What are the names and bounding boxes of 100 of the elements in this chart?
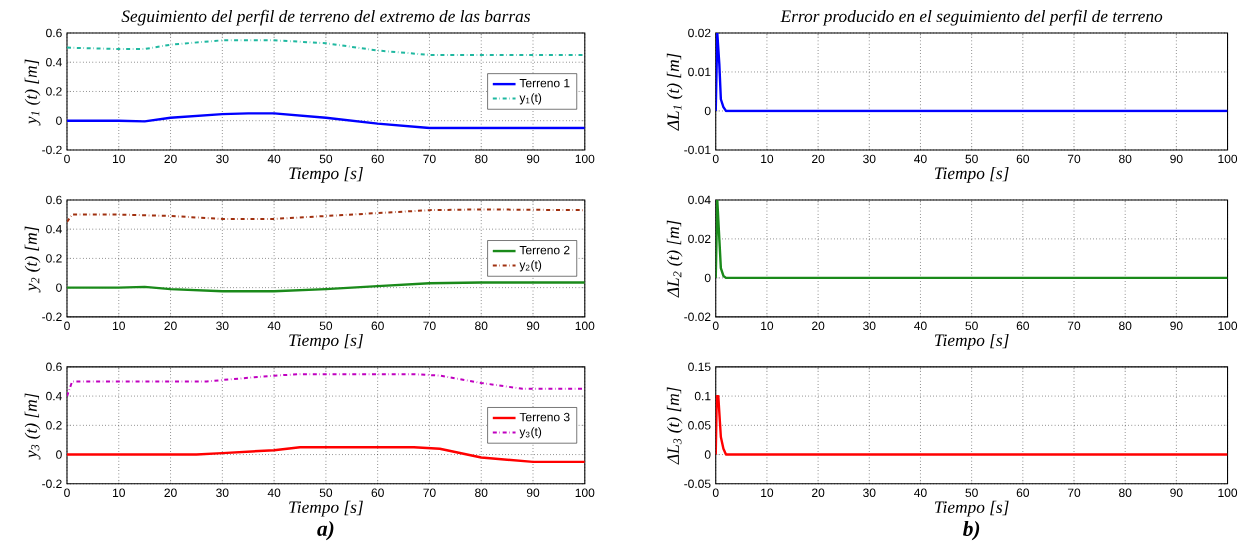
x-tick-label: 70 (1067, 488, 1081, 498)
x-tick-label: 0 (712, 154, 719, 164)
x-tick-label: 40 (267, 154, 281, 164)
x-tick-label: 90 (1170, 488, 1183, 498)
x-axis-title: Tiempo [s] (934, 334, 1009, 350)
y-tick-label: 0.6 (46, 28, 62, 38)
x-tick-label: 90 (1170, 321, 1183, 331)
x-tick-label: 0 (64, 488, 70, 498)
x-tick-label: 30 (216, 488, 229, 498)
x-tick-label: 50 (319, 321, 333, 331)
x-tick-label: 70 (1067, 321, 1081, 331)
x-tick-label: 90 (1170, 154, 1183, 164)
x-tick-label: 40 (914, 154, 927, 164)
line-series (715, 33, 1228, 113)
line-series (66, 446, 585, 464)
y-tick-label: 0.01 (688, 67, 711, 77)
x-tick-label: 100 (1218, 488, 1238, 498)
x-tick-label: 80 (1119, 488, 1132, 498)
x-tick-label: 20 (164, 154, 177, 164)
x-tick-label: 10 (113, 154, 125, 164)
x-tick-label: 10 (761, 154, 774, 164)
x-tick-label: 60 (1016, 321, 1030, 331)
x-tick-label: 60 (371, 154, 384, 164)
line-series (715, 395, 1228, 456)
x-tick-label: 80 (475, 488, 488, 498)
x-tick-label: 20 (164, 488, 177, 498)
x-tick-label: 40 (267, 321, 281, 331)
line-series (66, 281, 585, 293)
x-tick-label: 70 (423, 154, 436, 164)
x-tick-label: 90 (526, 321, 540, 331)
y-tick-label: 0 (704, 450, 711, 459)
x-tick-label: 30 (863, 321, 876, 331)
x-tick-label: 100 (1218, 154, 1238, 164)
y-tick-label: 0 (56, 116, 62, 126)
x-tick-label: 90 (526, 154, 540, 164)
x-tick-label: 60 (371, 321, 384, 331)
y-tick-label: -0.2 (42, 312, 62, 322)
y-tick-label: -0.01 (684, 145, 711, 155)
x-tick-label: 80 (1119, 321, 1132, 331)
x-tick-label: 60 (1016, 488, 1030, 498)
y-tick-label: 0.15 (688, 362, 711, 372)
y-tick-label: 0.04 (688, 195, 711, 205)
y-axis-title: y$_{2}$ (t) [m] (24, 226, 41, 293)
x-axis-title: Tiempo [s] (934, 167, 1009, 183)
x-tick-label: 0 (712, 488, 719, 498)
line-series (66, 208, 585, 223)
y-tick-label: 0.2 (46, 87, 62, 96)
x-tick-label: 70 (423, 321, 436, 331)
y-axis-title: ΔL$_{1}$ (t) [m] (666, 53, 683, 131)
x-tick-label: 30 (863, 154, 876, 164)
chart-title: Seguimiento del perfil de terreno del extremo de las barras (121, 9, 530, 26)
x-tick-label: 80 (475, 154, 488, 164)
y-axis-title: y$_{1}$ (t) [m] (24, 59, 41, 126)
x-tick-label: 10 (761, 321, 774, 331)
x-tick-label: 60 (371, 488, 384, 498)
x-tick-label: 0 (64, 154, 70, 164)
x-tick-label: 20 (812, 321, 825, 331)
x-tick-label: 30 (863, 488, 876, 498)
legend-label: Terreno 3 (519, 412, 570, 422)
y-tick-label: -0.05 (684, 479, 711, 489)
y-axis-title: ΔL$_{3}$ (t) [m] (666, 387, 683, 465)
x-tick-label: 40 (914, 488, 927, 498)
x-tick-label: 100 (575, 154, 595, 164)
y-tick-label: 0.6 (46, 195, 62, 205)
x-tick-label: 40 (914, 321, 927, 331)
y-tick-label: 0.2 (46, 254, 62, 263)
x-tick-label: 100 (575, 321, 595, 331)
x-tick-label: 80 (1119, 154, 1132, 164)
y-tick-label: 0.05 (688, 421, 711, 430)
x-tick-label: 50 (965, 154, 978, 164)
legend-label: y$_{2}$(t) (519, 260, 542, 272)
line-series (66, 373, 585, 398)
text: a) (317, 521, 334, 541)
y-tick-label: 0.6 (46, 362, 62, 372)
x-tick-label: 30 (216, 154, 229, 164)
y-tick-label: 0.2 (46, 421, 62, 430)
x-tick-label: 10 (761, 488, 774, 498)
y-tick-label: 0.4 (46, 391, 62, 401)
x-tick-label: 60 (1016, 154, 1030, 164)
y-tick-label: 0 (56, 450, 62, 459)
y-tick-label: 0.02 (688, 234, 711, 244)
text: b) (963, 521, 980, 541)
x-tick-label: 30 (216, 321, 229, 331)
x-tick-label: 70 (423, 488, 436, 498)
x-axis-title: Tiempo [s] (289, 334, 363, 350)
legend-label: Terreno 1 (519, 79, 570, 88)
y-tick-label: 0.02 (688, 28, 711, 38)
legend-label: Terreno 2 (519, 245, 570, 255)
x-tick-label: 100 (1218, 321, 1238, 331)
x-axis-title: Tiempo [s] (289, 500, 363, 517)
x-tick-label: 70 (1067, 154, 1081, 164)
x-tick-label: 10 (113, 321, 125, 331)
x-tick-label: 20 (812, 154, 825, 164)
x-tick-label: 0 (712, 321, 719, 331)
y-tick-label: 0.1 (694, 391, 711, 401)
y-tick-label: -0.2 (42, 479, 62, 489)
legend-label: y$_{1}$(t) (519, 93, 542, 105)
legend-label: y$_{3}$(t) (519, 427, 542, 439)
y-tick-label: -0.2 (42, 145, 62, 155)
x-tick-label: 0 (64, 321, 70, 331)
